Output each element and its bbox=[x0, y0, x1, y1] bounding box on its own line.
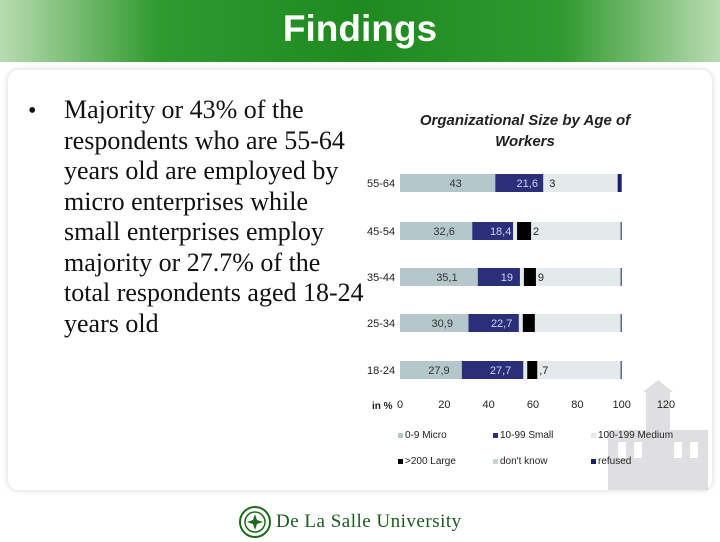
legend-label: refused bbox=[598, 456, 631, 467]
bullet-icon: • bbox=[28, 98, 37, 124]
category-label: 45-54 bbox=[367, 226, 395, 238]
bar-segment bbox=[400, 314, 469, 332]
bar-segment bbox=[620, 268, 622, 286]
building-watermark-icon bbox=[608, 380, 708, 490]
bar-segment bbox=[495, 174, 544, 192]
bullet-text: Majority or 43% of the respondents who a… bbox=[64, 95, 364, 338]
legend-label: don't know bbox=[500, 456, 548, 467]
bar-segment bbox=[517, 222, 532, 240]
data-label: ,7 bbox=[539, 365, 548, 377]
tick-label: 40 bbox=[483, 399, 495, 411]
legend-label: 10-99 Small bbox=[500, 430, 553, 441]
data-label: 30,9 bbox=[432, 318, 453, 330]
tick-label: 0 bbox=[397, 399, 403, 411]
bar-segment bbox=[522, 314, 535, 332]
bar-segment bbox=[400, 361, 462, 379]
university-seal-icon bbox=[239, 506, 271, 538]
legend-label: 0-9 Micro bbox=[405, 430, 447, 441]
bar-segment bbox=[527, 361, 538, 379]
bar-segment bbox=[472, 222, 514, 240]
data-label: 35,1 bbox=[436, 272, 457, 284]
axis-label: in % bbox=[372, 401, 393, 412]
data-label: 9 bbox=[538, 272, 544, 284]
data-label: 27,7 bbox=[490, 365, 511, 377]
tick-label: 100 bbox=[612, 399, 630, 411]
data-label: 19 bbox=[501, 272, 513, 284]
chart-title: Organizational Size by Age of Workers bbox=[419, 112, 631, 150]
legend-label: 100-199 Medium bbox=[598, 430, 673, 441]
bar-segment bbox=[620, 361, 622, 379]
footer: De La Salle University bbox=[236, 502, 486, 542]
legend-swatch bbox=[493, 459, 498, 464]
bar-segment bbox=[468, 314, 519, 332]
slide-title: Findings bbox=[282, 8, 438, 49]
data-label: 43 bbox=[450, 178, 462, 190]
bar-segment bbox=[617, 174, 622, 192]
category-label: 35-44 bbox=[367, 272, 395, 284]
bar-segment bbox=[400, 222, 473, 240]
bar-segment bbox=[477, 268, 520, 286]
footer-text: De La Salle University bbox=[276, 511, 462, 532]
bar-segment bbox=[620, 314, 622, 332]
bar-segment bbox=[620, 222, 622, 240]
tick-label: 120 bbox=[657, 399, 675, 411]
data-label: 2 bbox=[533, 226, 539, 238]
data-label: 18,4 bbox=[490, 226, 511, 238]
legend-swatch bbox=[493, 433, 498, 438]
bar-segment bbox=[461, 361, 524, 379]
tick-label: 60 bbox=[527, 399, 539, 411]
data-label: 32,6 bbox=[433, 226, 454, 238]
title-bar bbox=[0, 0, 720, 62]
bar-segment bbox=[400, 174, 496, 192]
data-label: 3 bbox=[549, 178, 555, 190]
legend-swatch bbox=[591, 459, 596, 464]
category-label: 55-64 bbox=[367, 178, 395, 190]
bar-segment bbox=[400, 268, 478, 286]
legend-swatch bbox=[398, 433, 403, 438]
tick-label: 80 bbox=[571, 399, 583, 411]
data-label: 27,9 bbox=[428, 365, 449, 377]
legend-swatch bbox=[591, 433, 596, 438]
category-label: 18-24 bbox=[367, 365, 395, 377]
legend-swatch bbox=[398, 459, 403, 464]
data-label: 21,6 bbox=[517, 178, 538, 190]
bar-segment bbox=[523, 268, 536, 286]
category-label: 25-34 bbox=[367, 318, 395, 330]
data-label: 22,7 bbox=[491, 318, 512, 330]
tick-label: 20 bbox=[438, 399, 450, 411]
legend-label: >200 Large bbox=[405, 456, 456, 467]
